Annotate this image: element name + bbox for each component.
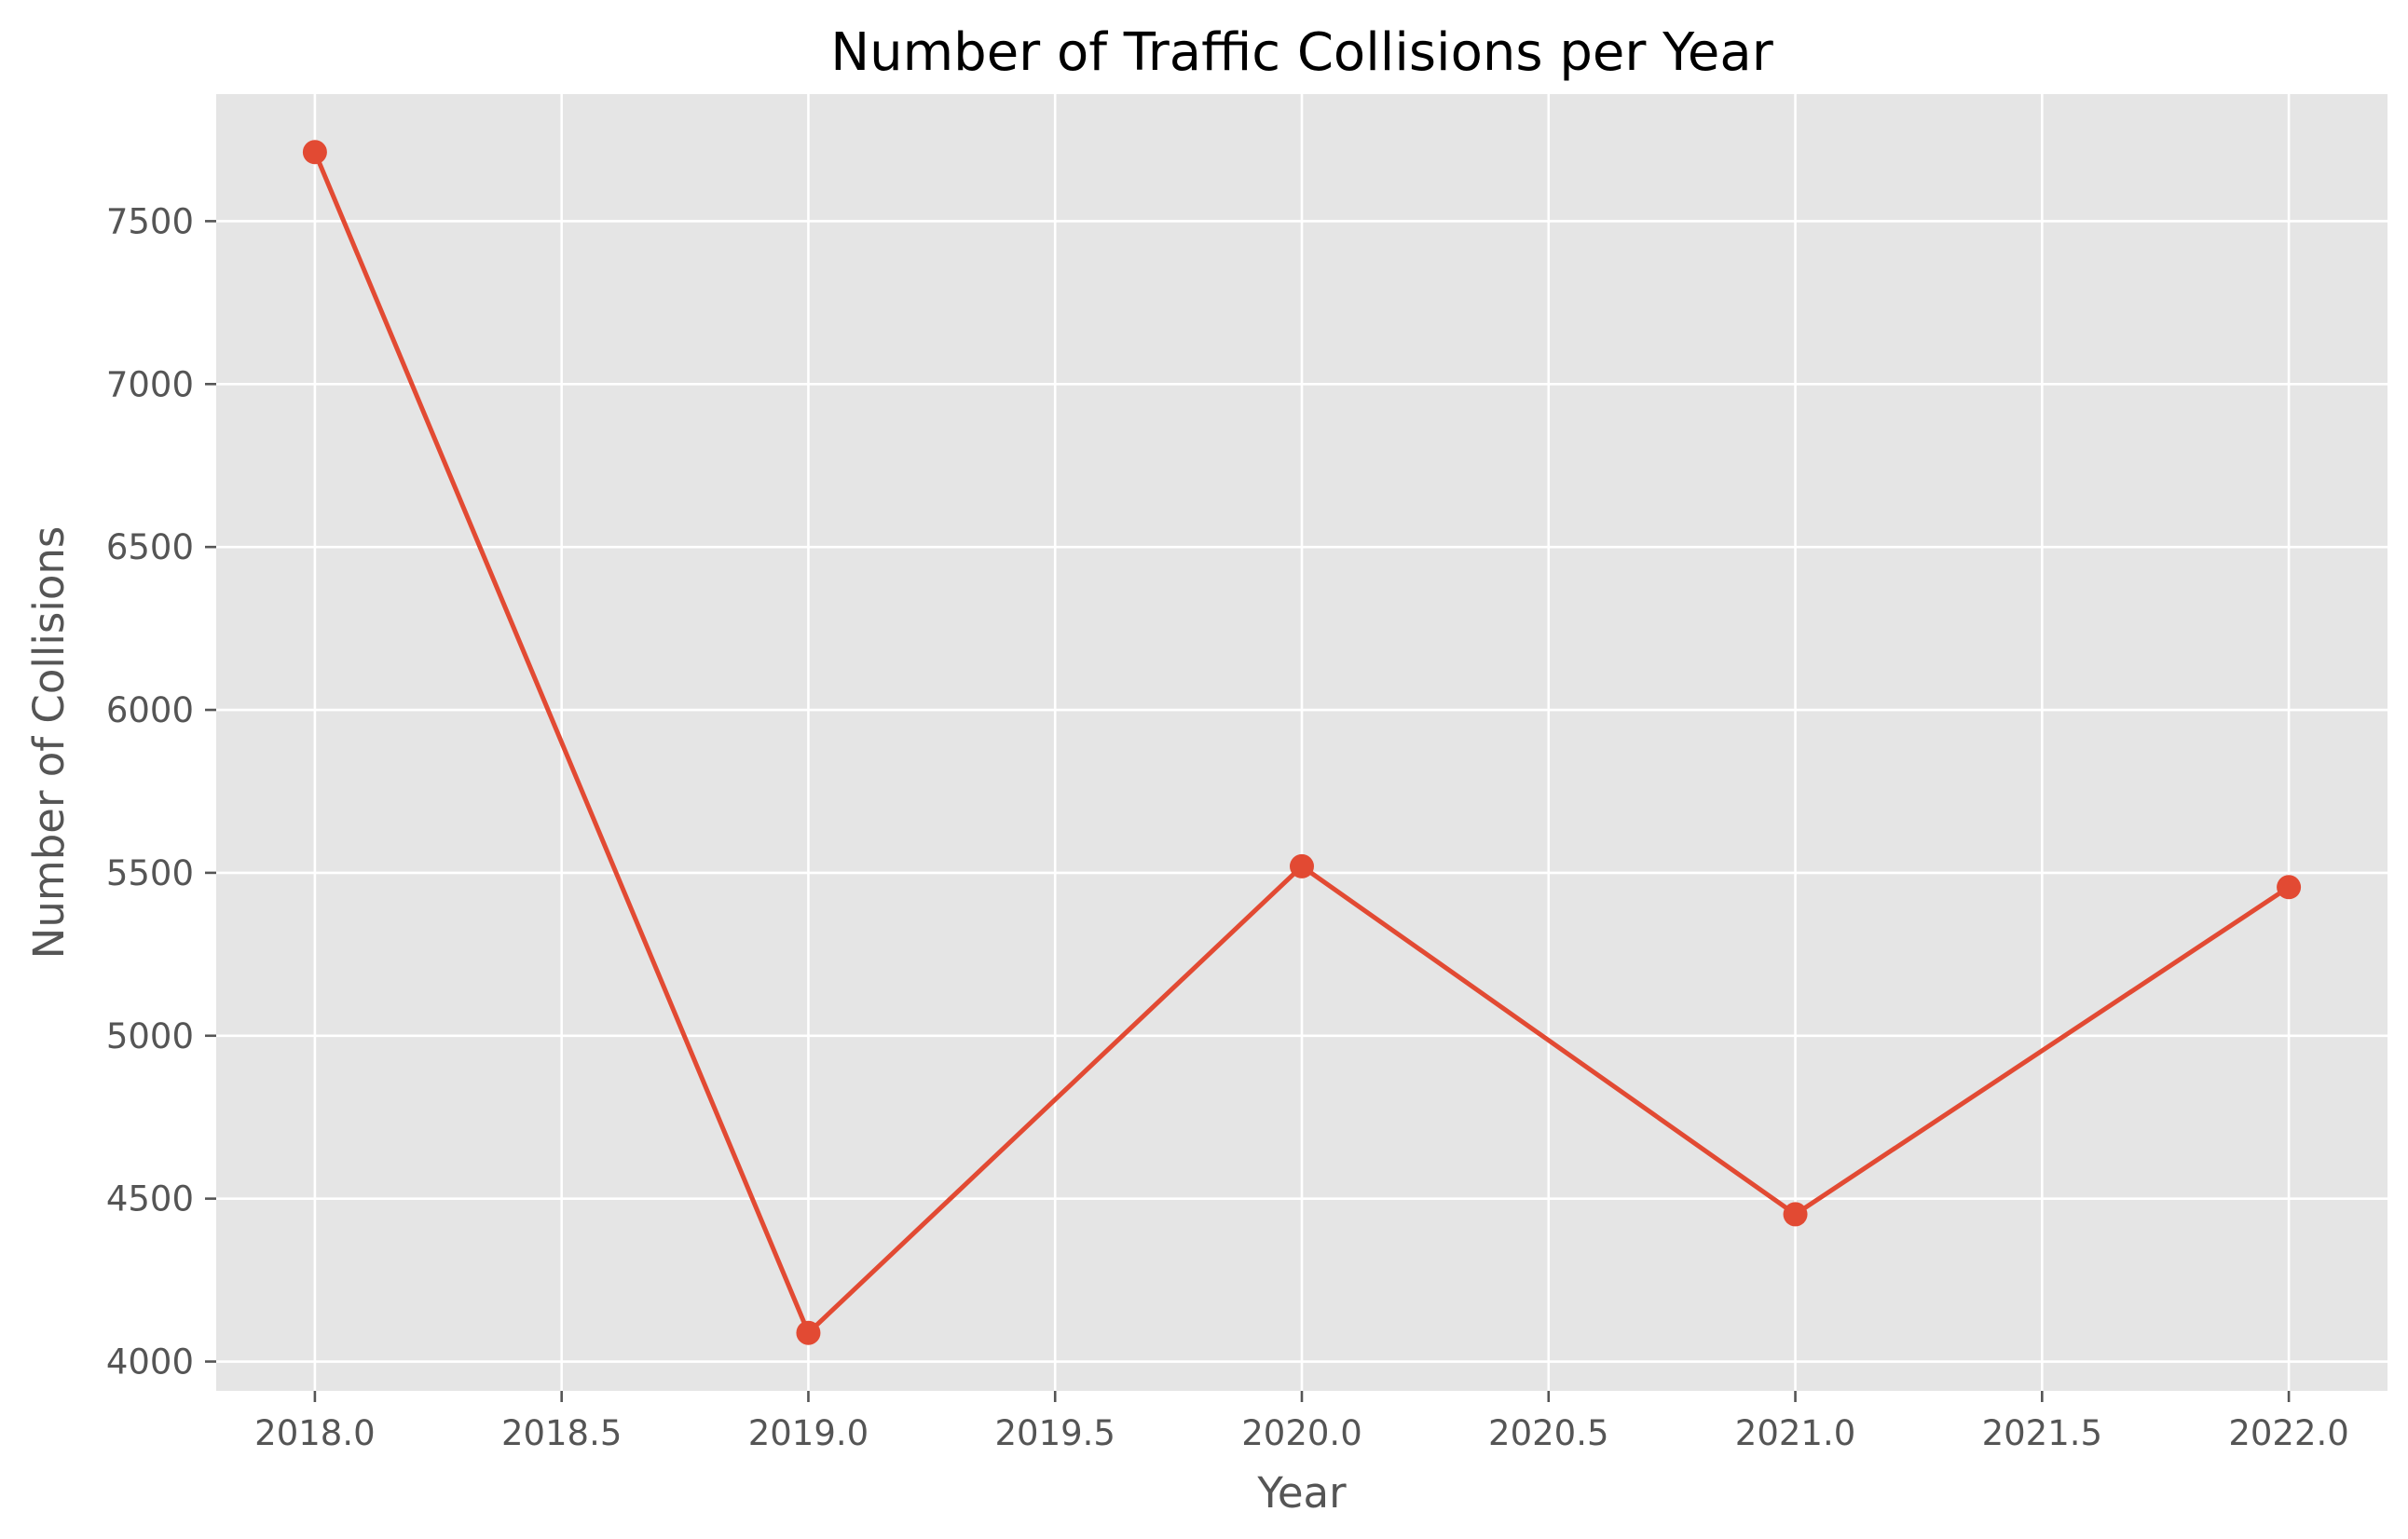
x-tick-label: 2020.5 [1488, 1413, 1608, 1453]
data-point [2277, 875, 2302, 900]
data-point [302, 140, 327, 165]
x-tick-label: 2020.0 [1241, 1413, 1361, 1453]
x-tick-label: 2022.0 [2228, 1413, 2348, 1453]
x-tick-label: 2019.0 [748, 1413, 869, 1453]
y-tick-label: 5500 [106, 853, 194, 893]
data-point [796, 1320, 821, 1345]
y-tick-label: 4000 [106, 1342, 194, 1382]
x-axis-label: Year [1256, 1468, 1347, 1518]
x-axis-ticks: 2018.0 2018.5 2019.0 2019.5 2020.0 2020.5 2021… [254, 1391, 2349, 1453]
data-point [1783, 1202, 1808, 1227]
y-tick-label: 4500 [106, 1179, 194, 1219]
y-tick-label: 5000 [106, 1016, 194, 1056]
y-axis-ticks: 4000 4500 5000 5500 6000 6500 7000 7500 [106, 201, 216, 1382]
x-tick-label: 2021.5 [1982, 1413, 2102, 1453]
series-collisions [302, 140, 2302, 1345]
x-tick-label: 2019.5 [994, 1413, 1115, 1453]
x-tick-label: 2018.5 [501, 1413, 622, 1453]
x-tick-label: 2021.0 [1735, 1413, 1855, 1453]
y-tick-label: 6000 [106, 690, 194, 730]
x-tick-label: 2018.0 [254, 1413, 375, 1453]
y-tick-label: 7500 [106, 201, 194, 241]
y-axis-label: Number of Collisions [24, 526, 74, 960]
grid-lines [216, 94, 2387, 1391]
y-tick-label: 7000 [106, 364, 194, 404]
y-tick-label: 6500 [106, 527, 194, 567]
data-point [1290, 853, 1314, 878]
chart-title: Number of Traffic Collisions per Year [830, 22, 1773, 83]
